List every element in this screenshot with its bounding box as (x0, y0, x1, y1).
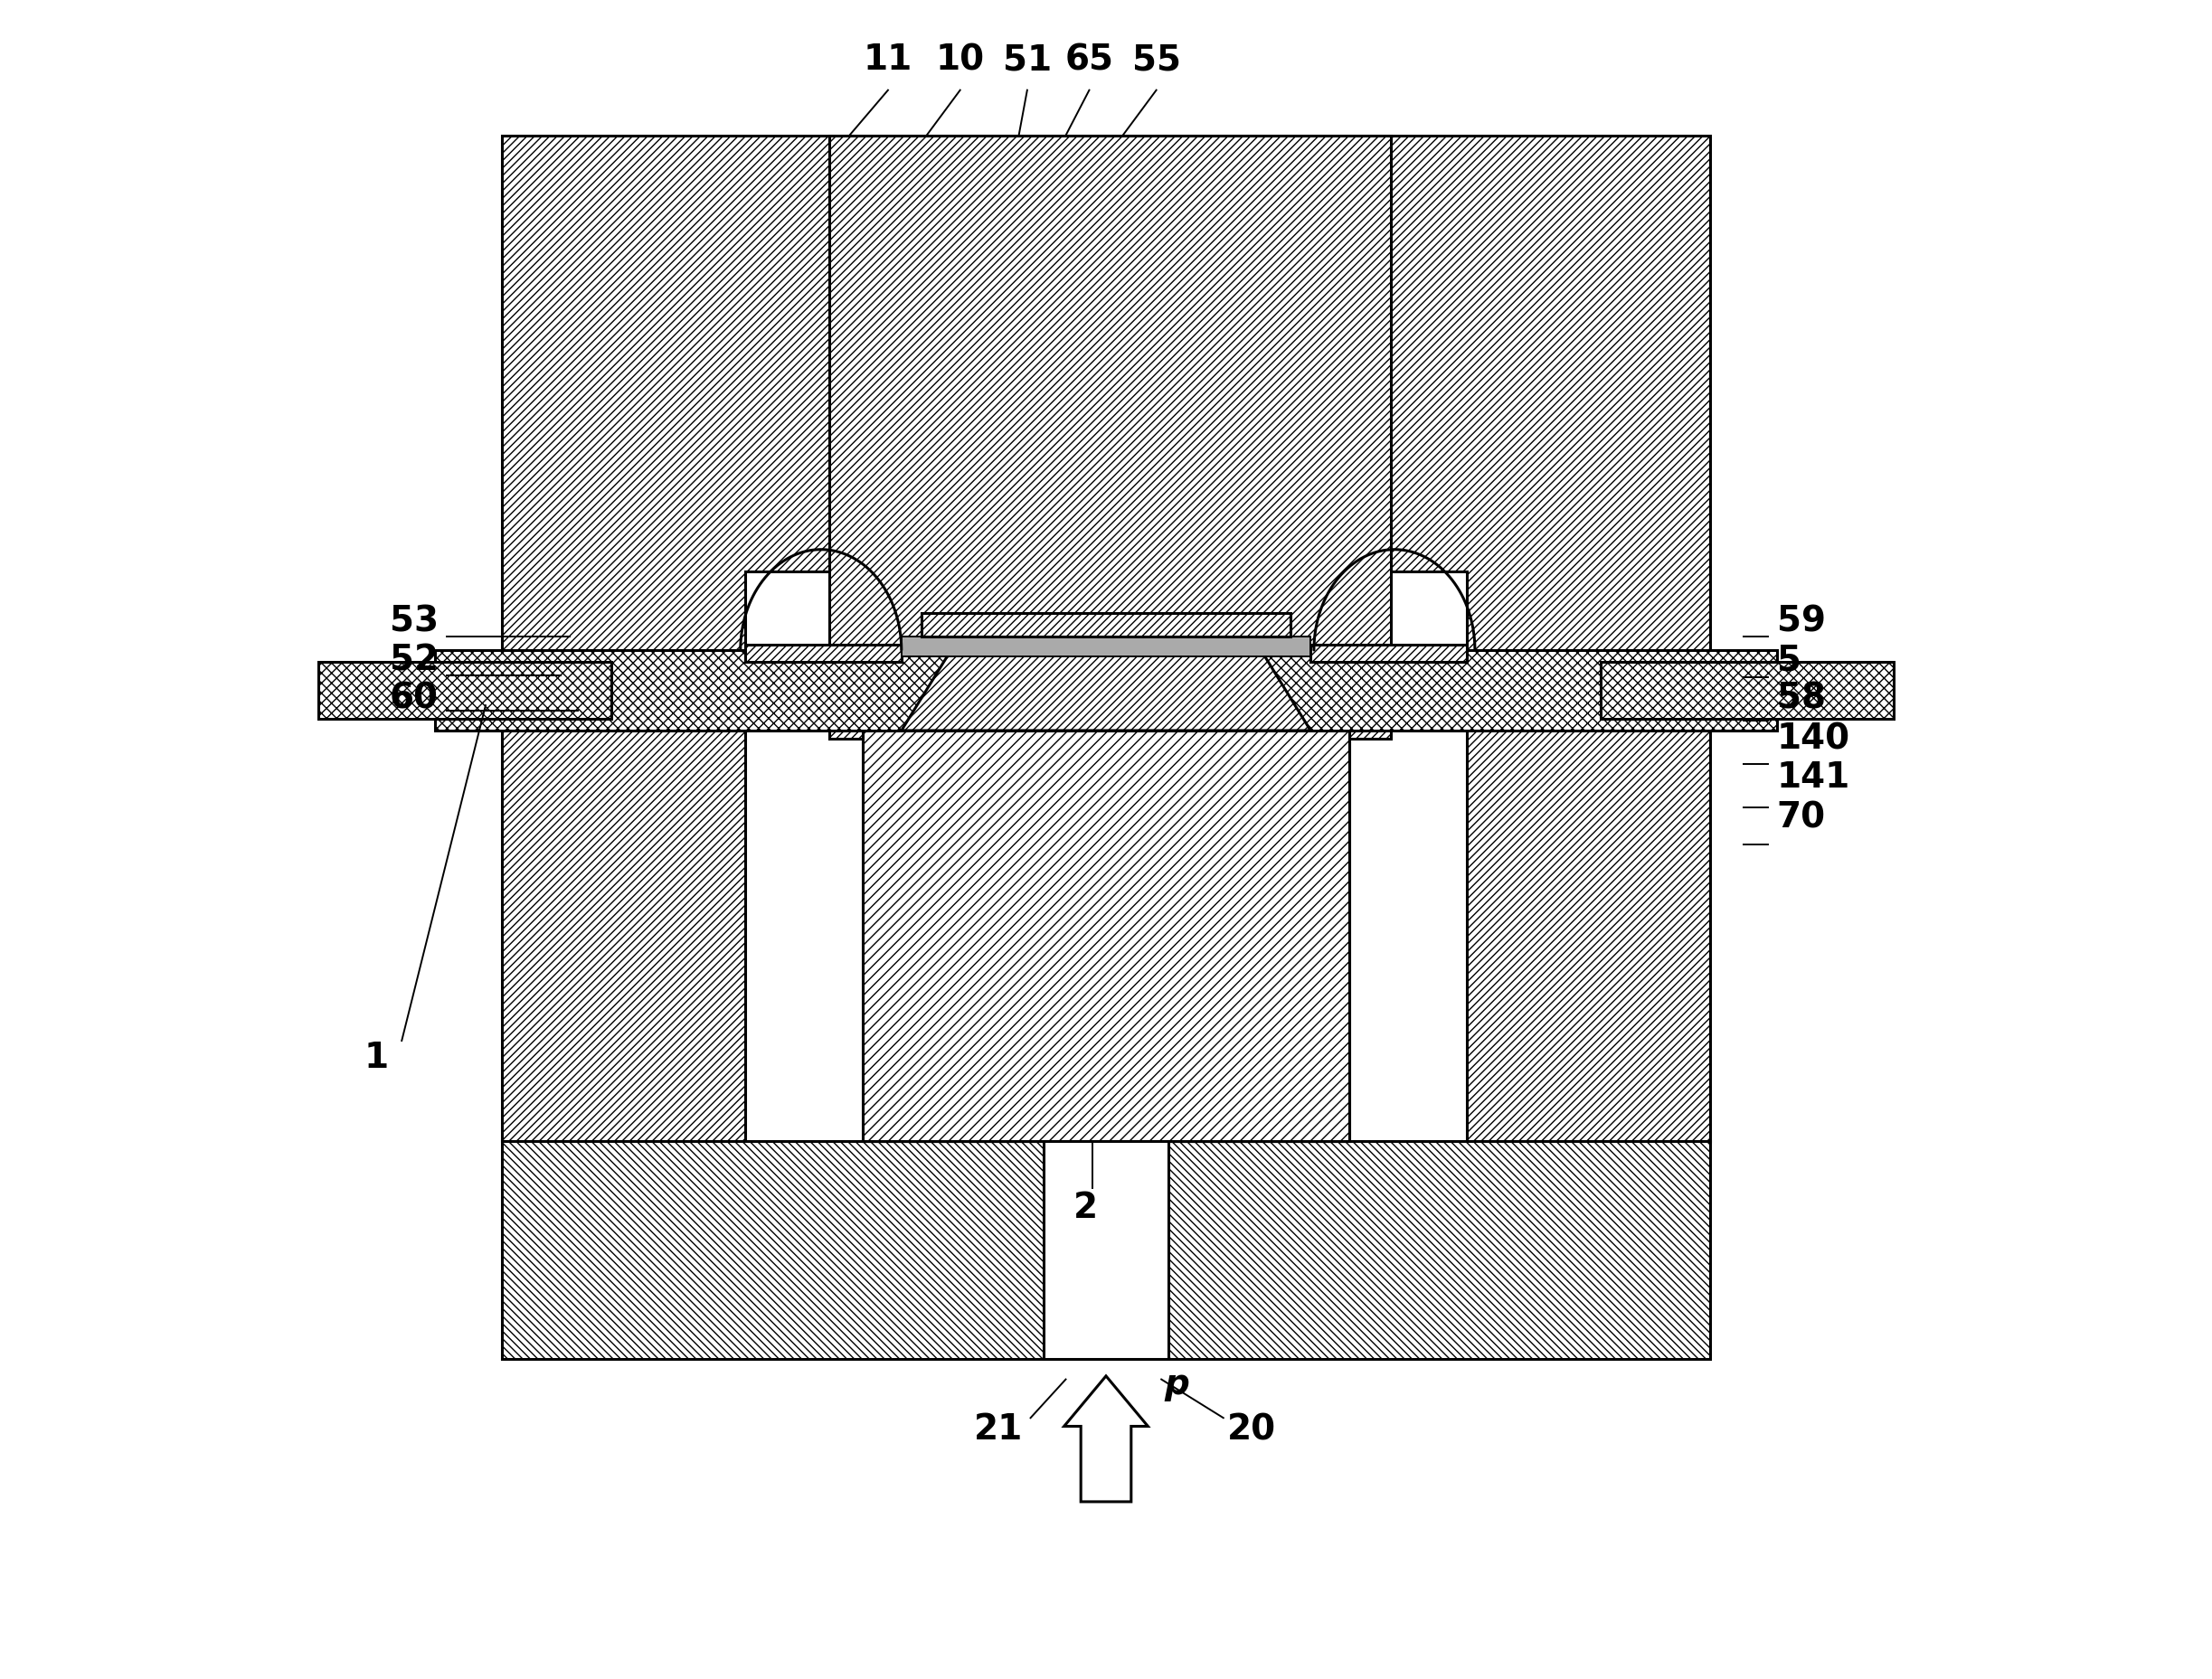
Text: 65: 65 (1064, 42, 1113, 77)
FancyArrow shape (1064, 1377, 1148, 1501)
Text: 10: 10 (936, 42, 984, 77)
Text: 140: 140 (1776, 722, 1849, 756)
Text: 11: 11 (863, 42, 914, 77)
Bar (1044, 1142, 1168, 1360)
Text: 51: 51 (1002, 42, 1051, 77)
Text: 59: 59 (1776, 604, 1825, 638)
Text: 52: 52 (389, 643, 438, 677)
Bar (745, 645, 902, 662)
Text: 2: 2 (1073, 1190, 1097, 1226)
Text: 58: 58 (1776, 682, 1825, 715)
Text: p: p (1164, 1367, 1190, 1402)
Text: 53: 53 (389, 604, 438, 638)
Text: 60: 60 (389, 682, 438, 715)
Text: 1: 1 (365, 1041, 389, 1075)
Polygon shape (902, 651, 1310, 730)
Bar (436, 650, 1776, 730)
Bar (863, 730, 1349, 1142)
Bar (319, 662, 611, 719)
Bar (502, 136, 1710, 1142)
Bar (502, 1142, 1710, 1360)
Text: 5: 5 (1776, 643, 1801, 677)
Text: 21: 21 (973, 1412, 1024, 1447)
Bar (745, 571, 1467, 1142)
Bar (1601, 662, 1893, 719)
Text: 141: 141 (1776, 761, 1849, 794)
Bar (863, 730, 1349, 1142)
Bar (902, 636, 1310, 656)
Text: 70: 70 (1776, 801, 1825, 834)
Bar (863, 730, 1349, 1142)
Bar (1310, 645, 1467, 662)
Text: 20: 20 (1228, 1412, 1276, 1447)
Bar (830, 136, 1391, 739)
Text: 55: 55 (1133, 42, 1181, 77)
Bar (922, 613, 1290, 636)
